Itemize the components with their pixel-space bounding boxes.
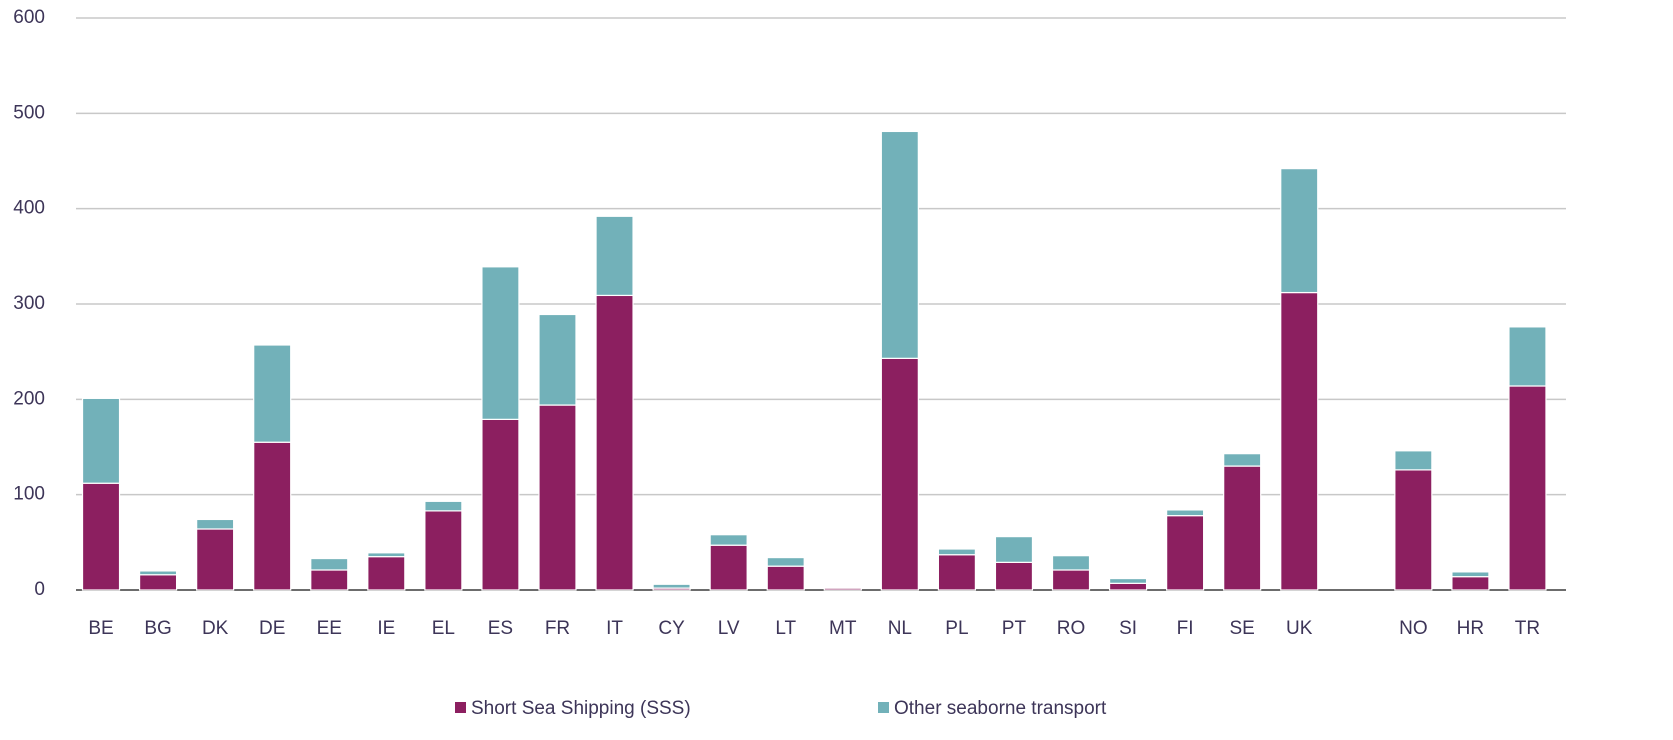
bar-segment	[367, 552, 406, 558]
bar-segment	[1394, 450, 1433, 471]
bar-segment	[1451, 571, 1490, 578]
x-tick-label: DE	[259, 618, 285, 639]
x-tick-label: NO	[1399, 618, 1428, 639]
bar-segment	[1166, 509, 1205, 517]
bar-segment	[880, 357, 919, 591]
legend-label: Other seaborne transport	[894, 698, 1107, 719]
bar-segment	[1280, 291, 1319, 591]
bar-segment	[1108, 577, 1148, 584]
x-tick-label: FR	[545, 618, 570, 639]
bar-segment	[1280, 168, 1319, 294]
x-tick-label: IE	[377, 618, 395, 639]
x-tick-label: EE	[317, 618, 342, 639]
y-tick-label: 200	[13, 388, 45, 409]
y-tick-label: 300	[13, 293, 45, 314]
bar-segment	[937, 548, 976, 556]
bar-segment	[1051, 569, 1091, 591]
bar-segment	[424, 500, 463, 512]
bar-segment	[652, 583, 691, 589]
bar-segment	[1166, 515, 1205, 591]
bar-segment	[1394, 469, 1433, 591]
bar-segment	[253, 441, 292, 591]
bar-segment	[595, 215, 634, 297]
x-tick-label: ES	[488, 618, 513, 639]
bar-segment	[81, 397, 121, 484]
bar-segment	[994, 536, 1034, 563]
x-tick-label: EL	[432, 618, 455, 639]
bar-segment	[196, 528, 235, 591]
bar-segment	[994, 561, 1034, 591]
bar-segment	[1108, 582, 1148, 591]
bar-segment	[481, 266, 520, 420]
bar-segment	[1223, 465, 1262, 591]
bar-segment	[709, 534, 748, 546]
bar-segment	[880, 130, 919, 359]
bar-segment	[138, 574, 178, 591]
bar-segment	[310, 569, 349, 591]
bar-segment	[538, 313, 577, 406]
bar-segment	[138, 570, 178, 576]
bar-segment	[1451, 576, 1490, 591]
bar-segment	[253, 344, 292, 443]
bar-segment	[709, 544, 748, 591]
x-tick-label: PT	[1002, 618, 1027, 639]
x-tick-label: BG	[144, 618, 171, 639]
bar-segment	[823, 586, 862, 589]
x-tick-label: UK	[1286, 618, 1313, 639]
x-tick-label: FI	[1177, 618, 1194, 639]
x-tick-label: HR	[1457, 618, 1484, 639]
legend-swatch	[878, 702, 889, 713]
bar-segment	[1508, 326, 1547, 387]
x-tick-label: PL	[945, 618, 968, 639]
y-tick-label: 500	[13, 102, 45, 123]
y-tick-label: 0	[34, 579, 45, 600]
x-tick-label: SI	[1119, 618, 1137, 639]
bar-segment	[766, 565, 805, 591]
bar-segment	[1223, 453, 1262, 467]
bar-segment	[196, 518, 235, 530]
legend-label: Short Sea Shipping (SSS)	[471, 698, 691, 719]
bar-segment	[595, 294, 634, 591]
bar-segment	[481, 418, 520, 591]
bar-segment	[424, 510, 463, 591]
y-tick-label: 600	[13, 7, 45, 28]
x-tick-label: TR	[1515, 618, 1540, 639]
x-tick-label: LT	[775, 618, 796, 639]
bar-segment	[538, 404, 577, 591]
x-tick-label: IT	[606, 618, 623, 639]
y-tick-label: 400	[13, 198, 45, 219]
x-tick-label: MT	[829, 618, 857, 639]
x-tick-label: LV	[718, 618, 740, 639]
x-tick-label: RO	[1057, 618, 1086, 639]
bar-segment	[766, 556, 805, 567]
y-tick-label: 100	[13, 484, 45, 505]
x-tick-label: BE	[88, 618, 113, 639]
x-tick-label: NL	[888, 618, 912, 639]
bar-segment	[1508, 385, 1547, 591]
bar-segment	[367, 556, 406, 591]
legend-swatch	[455, 702, 466, 713]
x-tick-label: DK	[202, 618, 229, 639]
bar-segment	[937, 554, 976, 591]
bar-segment	[1051, 555, 1091, 571]
bar-segment	[81, 482, 121, 591]
x-tick-label: SE	[1230, 618, 1255, 639]
bar-segment	[310, 557, 349, 571]
x-tick-label: CY	[658, 618, 685, 639]
